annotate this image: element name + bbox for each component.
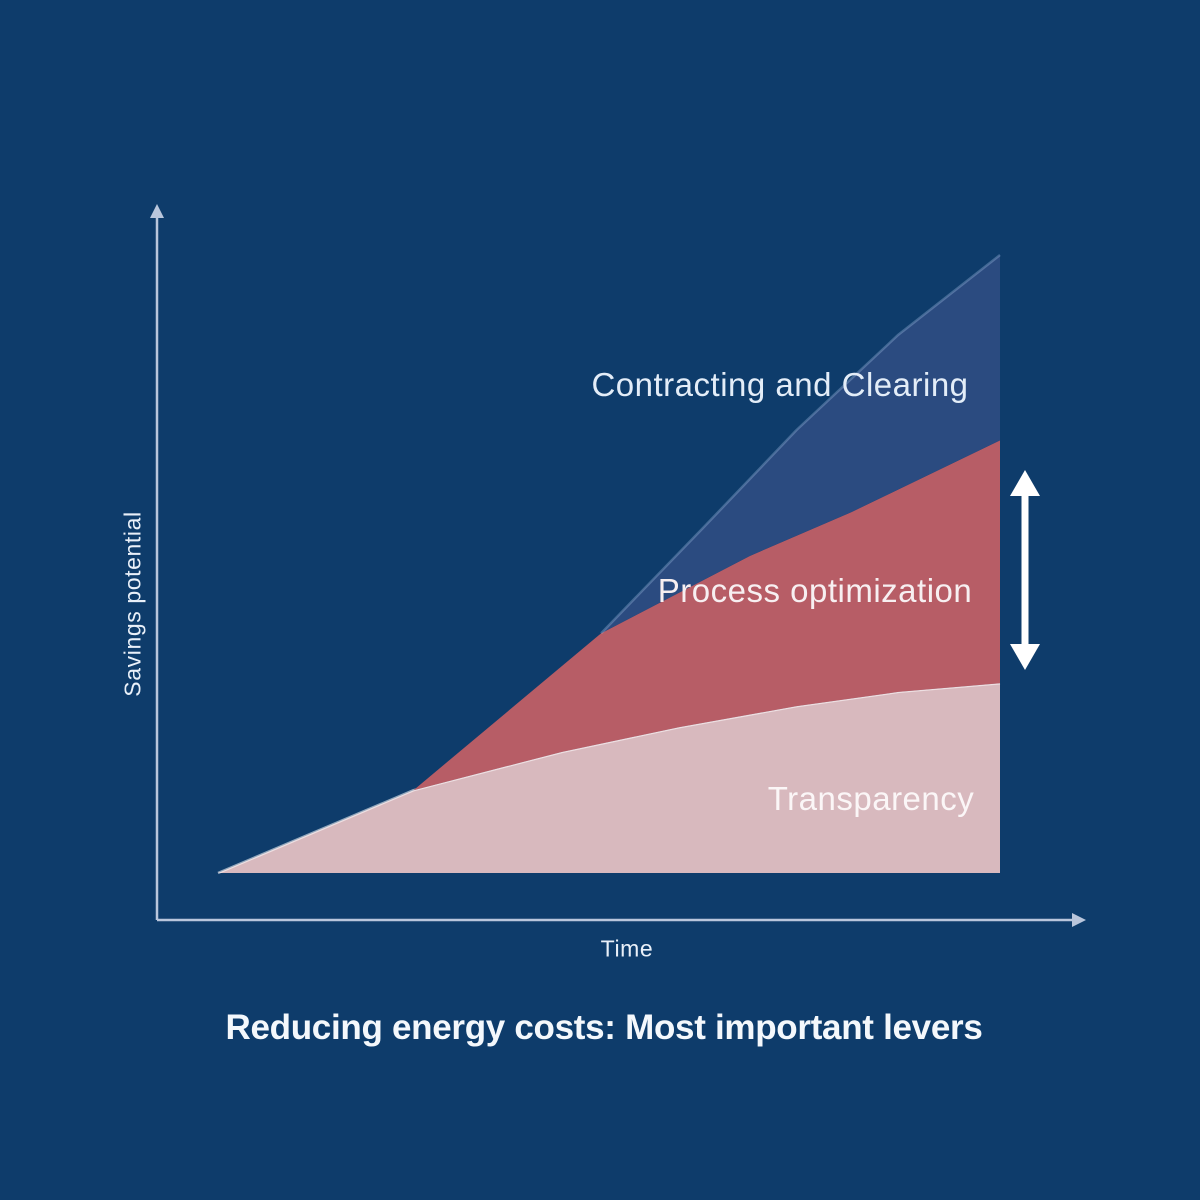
area-edge-contracting-and-clearing bbox=[600, 254, 1001, 635]
area-contracting-and-clearing bbox=[601, 255, 1000, 634]
chart-title: Reducing energy costs: Most important le… bbox=[225, 1008, 983, 1047]
series-label-process-optimization: Process optimization bbox=[657, 572, 973, 609]
x-axis-arrowhead-icon bbox=[1072, 913, 1086, 927]
x-axis-label: Time bbox=[600, 935, 654, 962]
series-label-contracting-and-clearing: Contracting and Clearing bbox=[591, 366, 969, 403]
range-arrow-down-icon bbox=[1010, 644, 1040, 670]
area-process-optimization bbox=[413, 440, 1000, 791]
y-axis-arrowhead-icon bbox=[150, 204, 164, 218]
series-label-transparency: Transparency bbox=[767, 780, 975, 817]
area-transparency bbox=[218, 683, 1000, 873]
range-arrow-up-icon bbox=[1010, 470, 1040, 496]
y-axis-label: Savings potential bbox=[119, 511, 146, 697]
